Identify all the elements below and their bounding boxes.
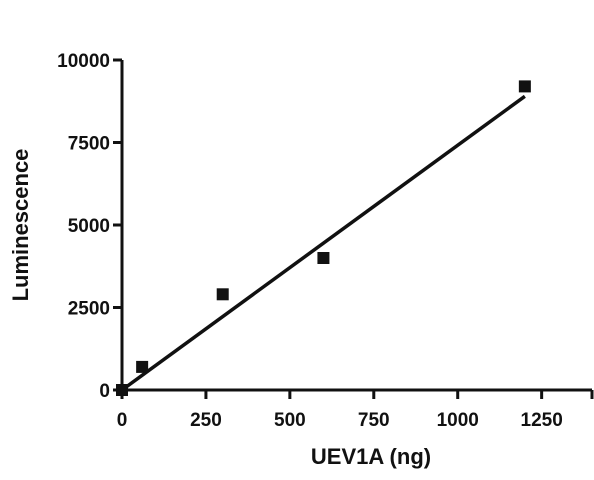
- y-axis-title: Luminescence: [8, 149, 33, 302]
- x-tick-label: 1000: [437, 410, 479, 431]
- y-tick-label: 2500: [68, 299, 110, 320]
- x-ticks: 0 250 500 750 1000 1250: [117, 390, 594, 431]
- y-tick-label: 0: [99, 381, 110, 402]
- y-ticks: 0 2500 5000 7500 10000: [57, 51, 122, 402]
- data-point: [216, 288, 229, 301]
- x-tick-label: 250: [190, 410, 222, 431]
- data-point: [136, 360, 149, 373]
- x-tick-label: 750: [358, 410, 390, 431]
- y-tick-label: 7500: [68, 134, 110, 155]
- x-axis-title: UEV1A (ng): [311, 444, 431, 469]
- fit-line: [120, 94, 526, 392]
- data-points: [116, 80, 531, 396]
- data-point: [518, 80, 531, 93]
- x-tick-label: 500: [274, 410, 306, 431]
- data-point: [317, 252, 330, 264]
- data-point: [116, 384, 128, 396]
- x-tick-label: 0: [117, 410, 128, 431]
- y-tick-label: 10000: [57, 51, 110, 72]
- x-tick-label: 1250: [521, 410, 563, 431]
- axes: 0 250 500 750 1000 1250 0 2500 5000 7500 10000: [57, 51, 594, 431]
- fit-line-group: [120, 94, 526, 392]
- y-tick-label: 5000: [68, 216, 110, 237]
